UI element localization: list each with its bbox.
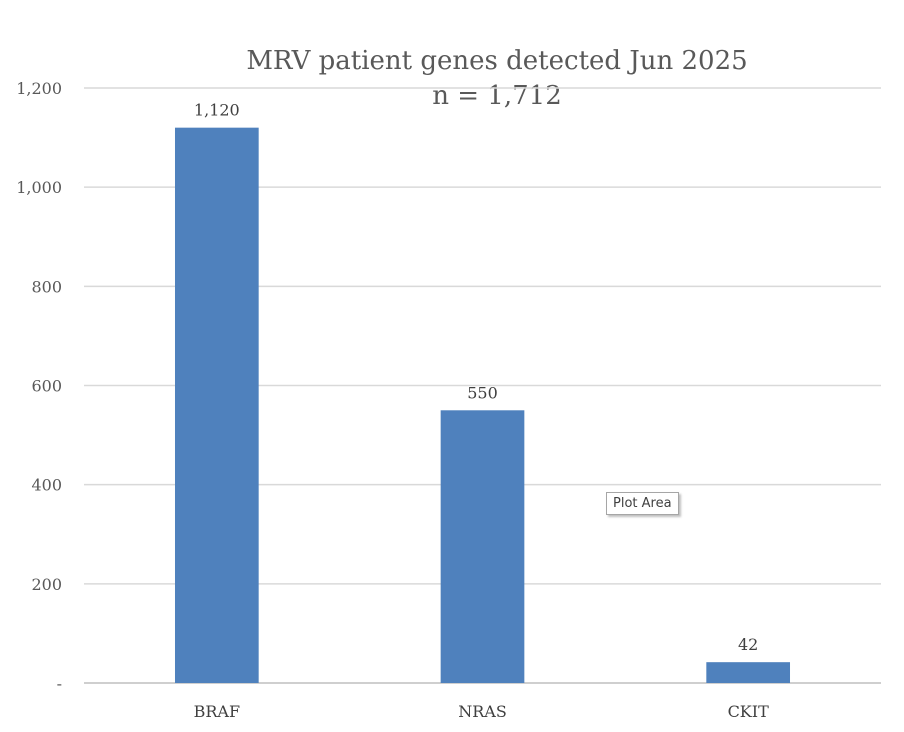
x-tick-label: CKIT xyxy=(728,702,770,721)
chart-title: MRV patient genes detected Jun 2025 xyxy=(246,46,747,76)
bars[interactable] xyxy=(174,127,791,683)
bar-nras[interactable] xyxy=(440,410,525,683)
data-label: 550 xyxy=(467,383,498,402)
bar-braf[interactable] xyxy=(174,127,259,683)
data-label: 42 xyxy=(738,635,758,654)
y-tick-label: - xyxy=(57,674,62,693)
bar-ckit[interactable] xyxy=(706,662,791,683)
x-axis: BRAF NRAS CKIT xyxy=(194,702,769,721)
x-tick-label: NRAS xyxy=(458,702,507,721)
chart-subtitle: n = 1,712 xyxy=(432,81,562,111)
y-tick-label: 1,200 xyxy=(16,79,62,98)
y-tick-label: 600 xyxy=(31,377,62,396)
x-tick-label: BRAF xyxy=(194,702,240,721)
y-axis: - 200 400 600 800 1,000 1,200 xyxy=(16,79,62,693)
y-tick-label: 1,000 xyxy=(16,178,62,197)
plot-area-tooltip: Plot Area xyxy=(606,492,679,515)
y-tick-label: 200 xyxy=(31,575,62,594)
data-labels: 1,120 550 42 xyxy=(194,101,758,655)
y-tick-label: 400 xyxy=(31,476,62,495)
data-label: 1,120 xyxy=(194,101,240,120)
y-tick-label: 800 xyxy=(31,277,62,296)
